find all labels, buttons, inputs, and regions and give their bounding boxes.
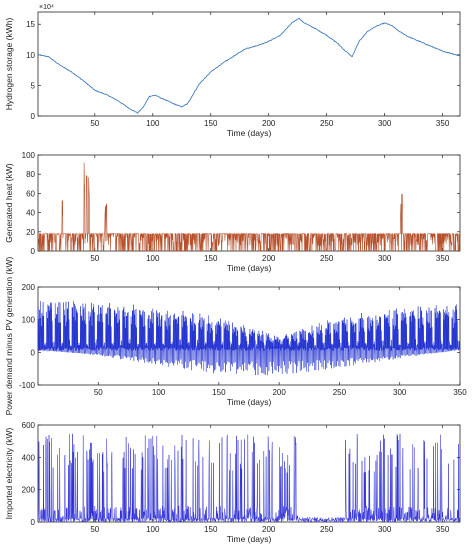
series-line-net-demand: [37, 301, 461, 376]
series-line-imported-electricity: [37, 433, 461, 523]
y-axis-label: Power demand minus PV generation (kW): [4, 256, 14, 415]
plot-area: [37, 11, 461, 117]
x-tick-label: 100: [152, 388, 166, 397]
y-exponent-label: ×10⁴: [39, 4, 54, 11]
x-tick-label: 300: [393, 388, 407, 397]
x-tick-label: 100: [146, 254, 160, 263]
x-tick-label: 100: [146, 525, 160, 534]
x-tick-label: 150: [204, 525, 218, 534]
plot-area: [37, 424, 461, 523]
x-axis-label: Time (days): [227, 397, 272, 407]
y-tick-label: 200: [22, 486, 36, 495]
x-tick-label: 350: [436, 119, 450, 128]
panel-2: 50 100 150 200 250 300 350 0 20 40 60 80 100 Time (da…: [4, 151, 461, 273]
x-tick-label: 250: [320, 119, 334, 128]
x-tick-label: 250: [320, 254, 334, 263]
y-tick-label: -100: [19, 381, 36, 390]
x-tick-label: 200: [262, 525, 276, 534]
y-tick-label: 400: [22, 453, 36, 462]
y-tick-label: 0: [31, 112, 36, 121]
x-tick-label: 300: [378, 254, 392, 263]
y-tick-label: 0: [31, 348, 36, 357]
y-tick-label: 15: [26, 20, 35, 29]
series-line-hydrogen-storage: [37, 18, 461, 114]
y-tick-label: 0: [31, 247, 36, 256]
y-tick-label: 0: [31, 518, 36, 527]
x-tick-label: 150: [204, 119, 218, 128]
y-tick-label: 20: [26, 228, 35, 237]
x-tick-label: 150: [204, 254, 218, 263]
x-tick-label: 200: [262, 254, 276, 263]
x-tick-label: 50: [90, 525, 99, 534]
x-tick-label: 50: [94, 388, 103, 397]
y-tick-label: 100: [22, 151, 36, 160]
x-tick-label: 50: [90, 119, 99, 128]
y-tick-label: 100: [22, 316, 36, 325]
y-axis-label: Hydrogen storage (kWh): [4, 18, 14, 111]
x-axis-label: Time (days): [227, 534, 272, 544]
y-axis-label: Generated heat (kW): [4, 163, 14, 243]
y-tick-label: 80: [26, 170, 35, 179]
x-tick-label: 250: [320, 525, 334, 534]
x-tick-label: 150: [212, 388, 226, 397]
x-tick-label: 350: [436, 254, 450, 263]
panel-1: 50 100 150 200 250 300 350 0 5 10 15 Time (days) Hyd…: [4, 4, 461, 138]
y-tick-label: 10: [26, 51, 35, 60]
y-tick-label: 60: [26, 189, 35, 198]
panel-4: 50 100 150 200 250 300 350 0 200 400 600 Time (days…: [4, 421, 461, 544]
x-tick-label: 300: [378, 525, 392, 534]
x-tick-label: 350: [436, 525, 450, 534]
y-tick-label: 40: [26, 209, 35, 218]
y-tick-label: 5: [31, 81, 36, 90]
y-tick-label: 600: [22, 421, 36, 430]
x-tick-label: 50: [90, 254, 99, 263]
series-line-generated-heat: [38, 162, 461, 252]
y-axis-label: Imported electricity (kW): [4, 428, 14, 520]
x-tick-label: 200: [272, 388, 286, 397]
x-axis-label: Time (days): [227, 263, 272, 273]
x-axis-label: Time (days): [227, 128, 272, 138]
x-tick-label: 100: [146, 119, 160, 128]
x-tick-label: 300: [378, 119, 392, 128]
y-tick-label: 200: [22, 283, 36, 292]
x-tick-label: 250: [333, 388, 347, 397]
x-tick-label: 350: [453, 388, 467, 397]
x-tick-label: 200: [262, 119, 276, 128]
